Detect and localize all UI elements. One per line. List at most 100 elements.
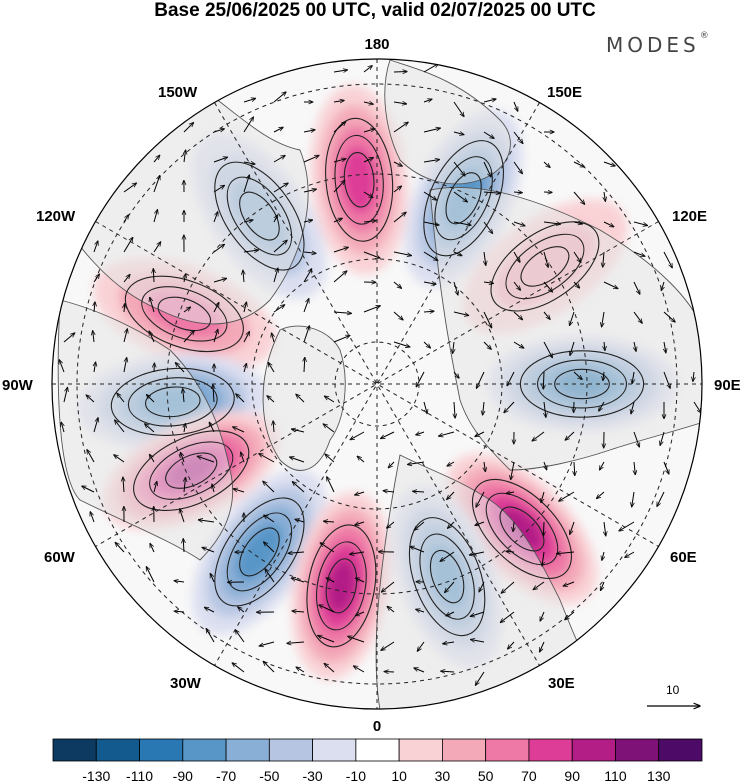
wind-arrow-icon (363, 129, 375, 133)
wind-arrow-icon (303, 326, 310, 343)
wind-arrow-icon (513, 521, 514, 532)
colorbar-swatch (571, 738, 616, 762)
wind-arrow-icon (603, 161, 615, 166)
wind-arrow-icon (363, 221, 376, 222)
streamline-contour (325, 117, 394, 242)
wind-arrow-icon (416, 609, 425, 612)
wind-arrow-icon (603, 221, 614, 227)
wind-arrow-icon (476, 491, 485, 507)
wind-arrow-icon (664, 341, 666, 353)
wind-arrow-icon (453, 251, 462, 256)
wind-arrow-icon (304, 357, 305, 373)
wind-arrow-icon (603, 371, 604, 381)
streamline-contour (124, 275, 244, 353)
wind-arrow-icon (483, 311, 492, 328)
wind-arrow-icon (123, 215, 129, 223)
wind-arrow-icon (543, 222, 561, 224)
wind-arrow-icon (483, 282, 494, 283)
colorbar-swatch (182, 738, 227, 762)
wind-arrow-icon (416, 432, 425, 435)
colorbar-swatch (398, 738, 443, 762)
wind-arrow-icon (273, 92, 286, 103)
wind-arrow-icon (259, 454, 275, 463)
wind-arrow-icon (333, 122, 346, 133)
colorbar-labels: -130 -110 -90 -70 -50 -30 -10 10 30 50 70 90 110 130 (82, 768, 670, 783)
wind-arrow-icon (661, 281, 664, 291)
streamline-contour (226, 512, 293, 592)
streamline-contour (471, 478, 572, 579)
wind-arrow-icon (393, 311, 403, 320)
wind-arrow-icon (693, 401, 701, 413)
map-title: Base 25/06/2025 00 UTC, valid 02/07/2025… (154, 0, 596, 21)
wind-arrow-icon (243, 117, 254, 133)
wind-arrow-icon (570, 341, 575, 356)
wind-arrow-icon (86, 395, 95, 403)
wind-arrow-icon (543, 521, 544, 536)
colorbar-tick-label: 110 (604, 768, 627, 783)
wind-arrow-icon (573, 371, 582, 380)
streamline-contour (485, 492, 559, 566)
wind-arrow-icon (663, 251, 672, 268)
wind-arrow-icon (506, 492, 515, 494)
wind-arrow-icon (303, 130, 315, 132)
colorbar-tick-label: -90 (173, 768, 193, 783)
wind-arrow-icon (393, 161, 402, 166)
wind-arrow-icon (204, 607, 215, 613)
wind-arrow-icon (333, 271, 347, 283)
streamline-contour (445, 172, 482, 225)
wind-arrow-icon (350, 552, 365, 554)
wind-arrow-icon (183, 539, 184, 553)
wind-arrow-icon (423, 251, 438, 261)
wind-arrow-icon (513, 192, 522, 193)
wind-arrow-icon (513, 161, 522, 174)
wind-arrow-icon (353, 666, 365, 673)
lon-label-30w: 30W (170, 675, 202, 692)
wind-arrow-icon (604, 341, 605, 351)
wind-arrow-icon (90, 512, 95, 523)
wind-arrow-icon (423, 311, 434, 312)
wind-arrow-icon (634, 461, 635, 475)
colorbar-swatch (658, 738, 703, 762)
wind-arrow-icon (153, 269, 154, 283)
wind-arrow-icon (272, 333, 275, 343)
wind-arrow-icon (543, 161, 550, 168)
wind-arrow-icon (59, 360, 65, 373)
wind-arrow-icon (381, 581, 395, 592)
wind-arrow-icon (540, 611, 545, 621)
wind-arrow-icon (184, 424, 185, 433)
wind-arrow-icon (149, 331, 155, 343)
wind-arrow-icon (333, 312, 351, 313)
wind-arrow-icon (543, 251, 548, 267)
wind-arrow-icon (544, 401, 546, 417)
colorbar-swatch (485, 738, 530, 762)
wind-arrow-icon (542, 551, 544, 566)
wind-arrow-icon (446, 611, 455, 616)
wind-arrow-icon (153, 210, 158, 223)
reference-vector: 10 (647, 683, 700, 706)
wind-arrow-icon (273, 127, 283, 133)
wind-arrow-icon (123, 358, 127, 373)
streamline-contour (536, 359, 628, 409)
wind-arrow-icon (326, 578, 335, 583)
wind-arrow-icon (295, 519, 305, 522)
wind-arrow-icon (61, 422, 64, 433)
wind-arrow-icon (213, 244, 225, 253)
wind-arrow-icon (243, 175, 249, 193)
wind-arrow-icon (448, 521, 455, 528)
wind-arrow-icon (174, 581, 185, 582)
streamline-contour (316, 541, 367, 631)
wind-arrow-icon (453, 101, 464, 117)
wind-arrow-icon (383, 491, 395, 492)
wind-arrow-icon (355, 492, 365, 495)
wind-arrow-icon (423, 401, 427, 414)
wind-arrow-icon (93, 331, 94, 343)
wind-arrow-icon (483, 192, 500, 193)
streamline-contour (214, 161, 305, 271)
wind-arrow-icon (153, 242, 161, 253)
wind-arrow-icon (153, 175, 160, 193)
wind-arrow-icon (596, 491, 605, 499)
lon-label-90w: 90W (2, 377, 34, 394)
wind-arrow-icon (513, 341, 524, 348)
streamline-contour (145, 386, 201, 418)
